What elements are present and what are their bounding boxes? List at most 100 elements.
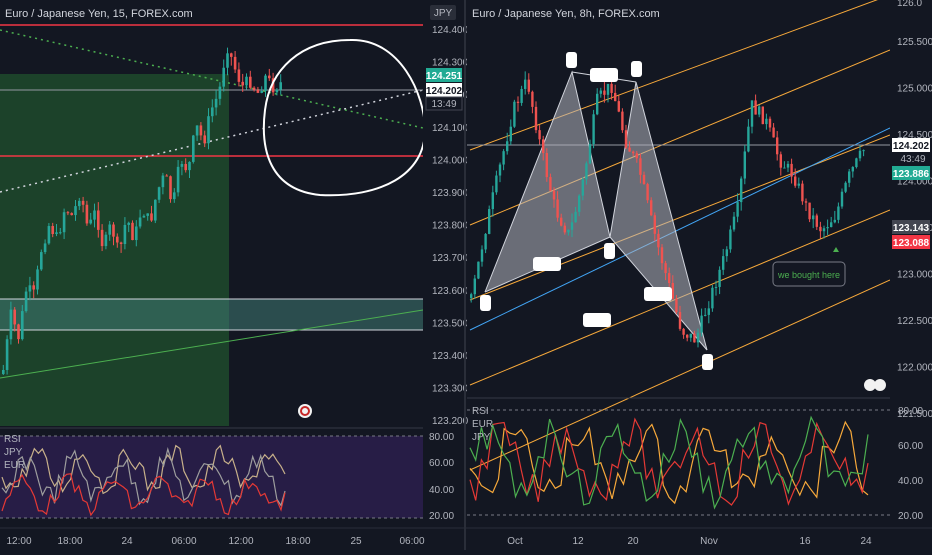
right-price-axis[interactable]: 125.500125.000124.500124.000123.500123.0… [890,0,932,550]
candle-body [711,287,714,309]
left-timer: 13:49 [431,99,456,110]
event-icon-2[interactable] [874,379,886,391]
candle-body [642,174,646,185]
right-rsi-label-0: RSI [472,406,489,417]
right-rsi-label-1: EUR [472,419,493,430]
candle-body [165,175,168,177]
candle-body [696,332,700,343]
candle-body [157,187,161,200]
candle-body [237,69,241,82]
candle-body [840,191,844,207]
candle-body [639,158,642,175]
right-time-tick: Oct [507,536,523,547]
candle-body [779,154,782,168]
candle-body [815,215,818,227]
candle-body [552,190,556,200]
channel-line [469,279,891,471]
right-time-axis[interactable]: Oct 12 20 Nov 16 24 [507,536,872,547]
white-trendline [0,89,424,193]
left-rsi-pane[interactable]: RSI JPY EUR 80.00 60.00 40.00 20.00 [0,427,454,522]
candle-body [761,106,764,125]
candle-body [495,175,498,193]
we-bought-here-note[interactable]: we bought here [772,261,846,287]
candle-body [858,150,862,159]
left-time-axis[interactable]: 12:00 18:00 24 06:00 12:00 18:00 25 06:00 [6,536,424,547]
right-rsi-tick: 60.00 [898,441,923,452]
left-price-tick: 123.400 [432,351,469,362]
right-price-tick: 125.500 [897,37,932,48]
right-rsi-tick: 20.00 [898,511,923,522]
candle-body [74,206,77,216]
candle-body [819,226,822,232]
candle-body [491,192,494,210]
right-rsi-label-2: JPY [472,432,491,443]
currency-badge-label: JPY [434,8,453,19]
candle-body [78,200,81,207]
candle-body [222,67,225,87]
right-eur-line [469,417,869,506]
candle-body [621,111,624,131]
demand-zone [0,299,423,330]
right-chart-pane[interactable]: we bought here Euro / Japanese Yen, 8h, … [467,0,891,471]
left-price-tick: 123.800 [432,221,469,232]
candle-body [653,215,656,234]
left-price-tick: 123.500 [432,318,469,329]
right-rsi-tick: 80.00 [898,406,923,417]
left-price-axis[interactable]: JPY 124.400124.300124.200124.100124.0001… [423,0,469,550]
left-jpy-line [1,446,286,507]
candle-body [855,158,858,168]
candle-body [161,175,165,188]
right-price-tick: 122.500 [897,316,932,327]
right-rsi-pane[interactable]: RSI EUR JPY 80.00 60.00 40.00 20.00 [467,397,923,522]
candle-body [135,226,138,241]
candle-body [740,178,743,203]
candle-body [822,228,826,232]
candle-body [104,234,108,247]
candle-body [249,76,252,88]
candle-body [119,242,123,245]
candle-body [707,308,710,315]
candle-body [188,161,191,171]
candle-body [668,273,671,283]
channel-midline [469,127,891,331]
left-price-tick: 123.700 [432,253,469,264]
left-price-tick: 124.400 [432,25,469,36]
candle-body [635,153,638,159]
currency-badge[interactable] [430,5,456,20]
candle-body [682,328,685,335]
left-chart-pane[interactable]: Euro / Japanese Yen, 15, FOREX.com [0,0,427,428]
candle-body [36,269,39,290]
candle-body [725,249,728,257]
candle-body [657,233,660,248]
candle-body [85,204,89,224]
candle-body [214,98,218,108]
candle-body [131,222,134,241]
candle-body [596,93,599,115]
candle-body [509,126,512,142]
candle-body [93,210,96,220]
candle-body [614,92,617,102]
right-jpy-line [469,415,869,510]
candle-body [233,56,237,70]
candle-body [169,176,172,200]
candle-body [542,139,545,153]
candle-body [13,309,16,325]
candle-body [473,278,476,295]
candle-body [252,87,256,90]
hand-drawn-circle [262,38,427,197]
event-icon-1[interactable] [864,379,876,391]
candle-body [754,100,757,115]
candle-body [563,225,566,233]
candle-body [686,334,689,338]
candle-body [116,236,119,243]
left-price-tick: 123.200 [432,416,469,427]
right-rsi-tick: 40.00 [898,476,923,487]
candle-body [578,195,581,212]
candle-body [184,163,187,171]
left-rsi-tick: 20.00 [429,511,454,522]
candle-body [108,224,111,235]
candle-body [689,333,692,338]
candle-body [671,282,674,299]
candle-body [567,229,570,233]
